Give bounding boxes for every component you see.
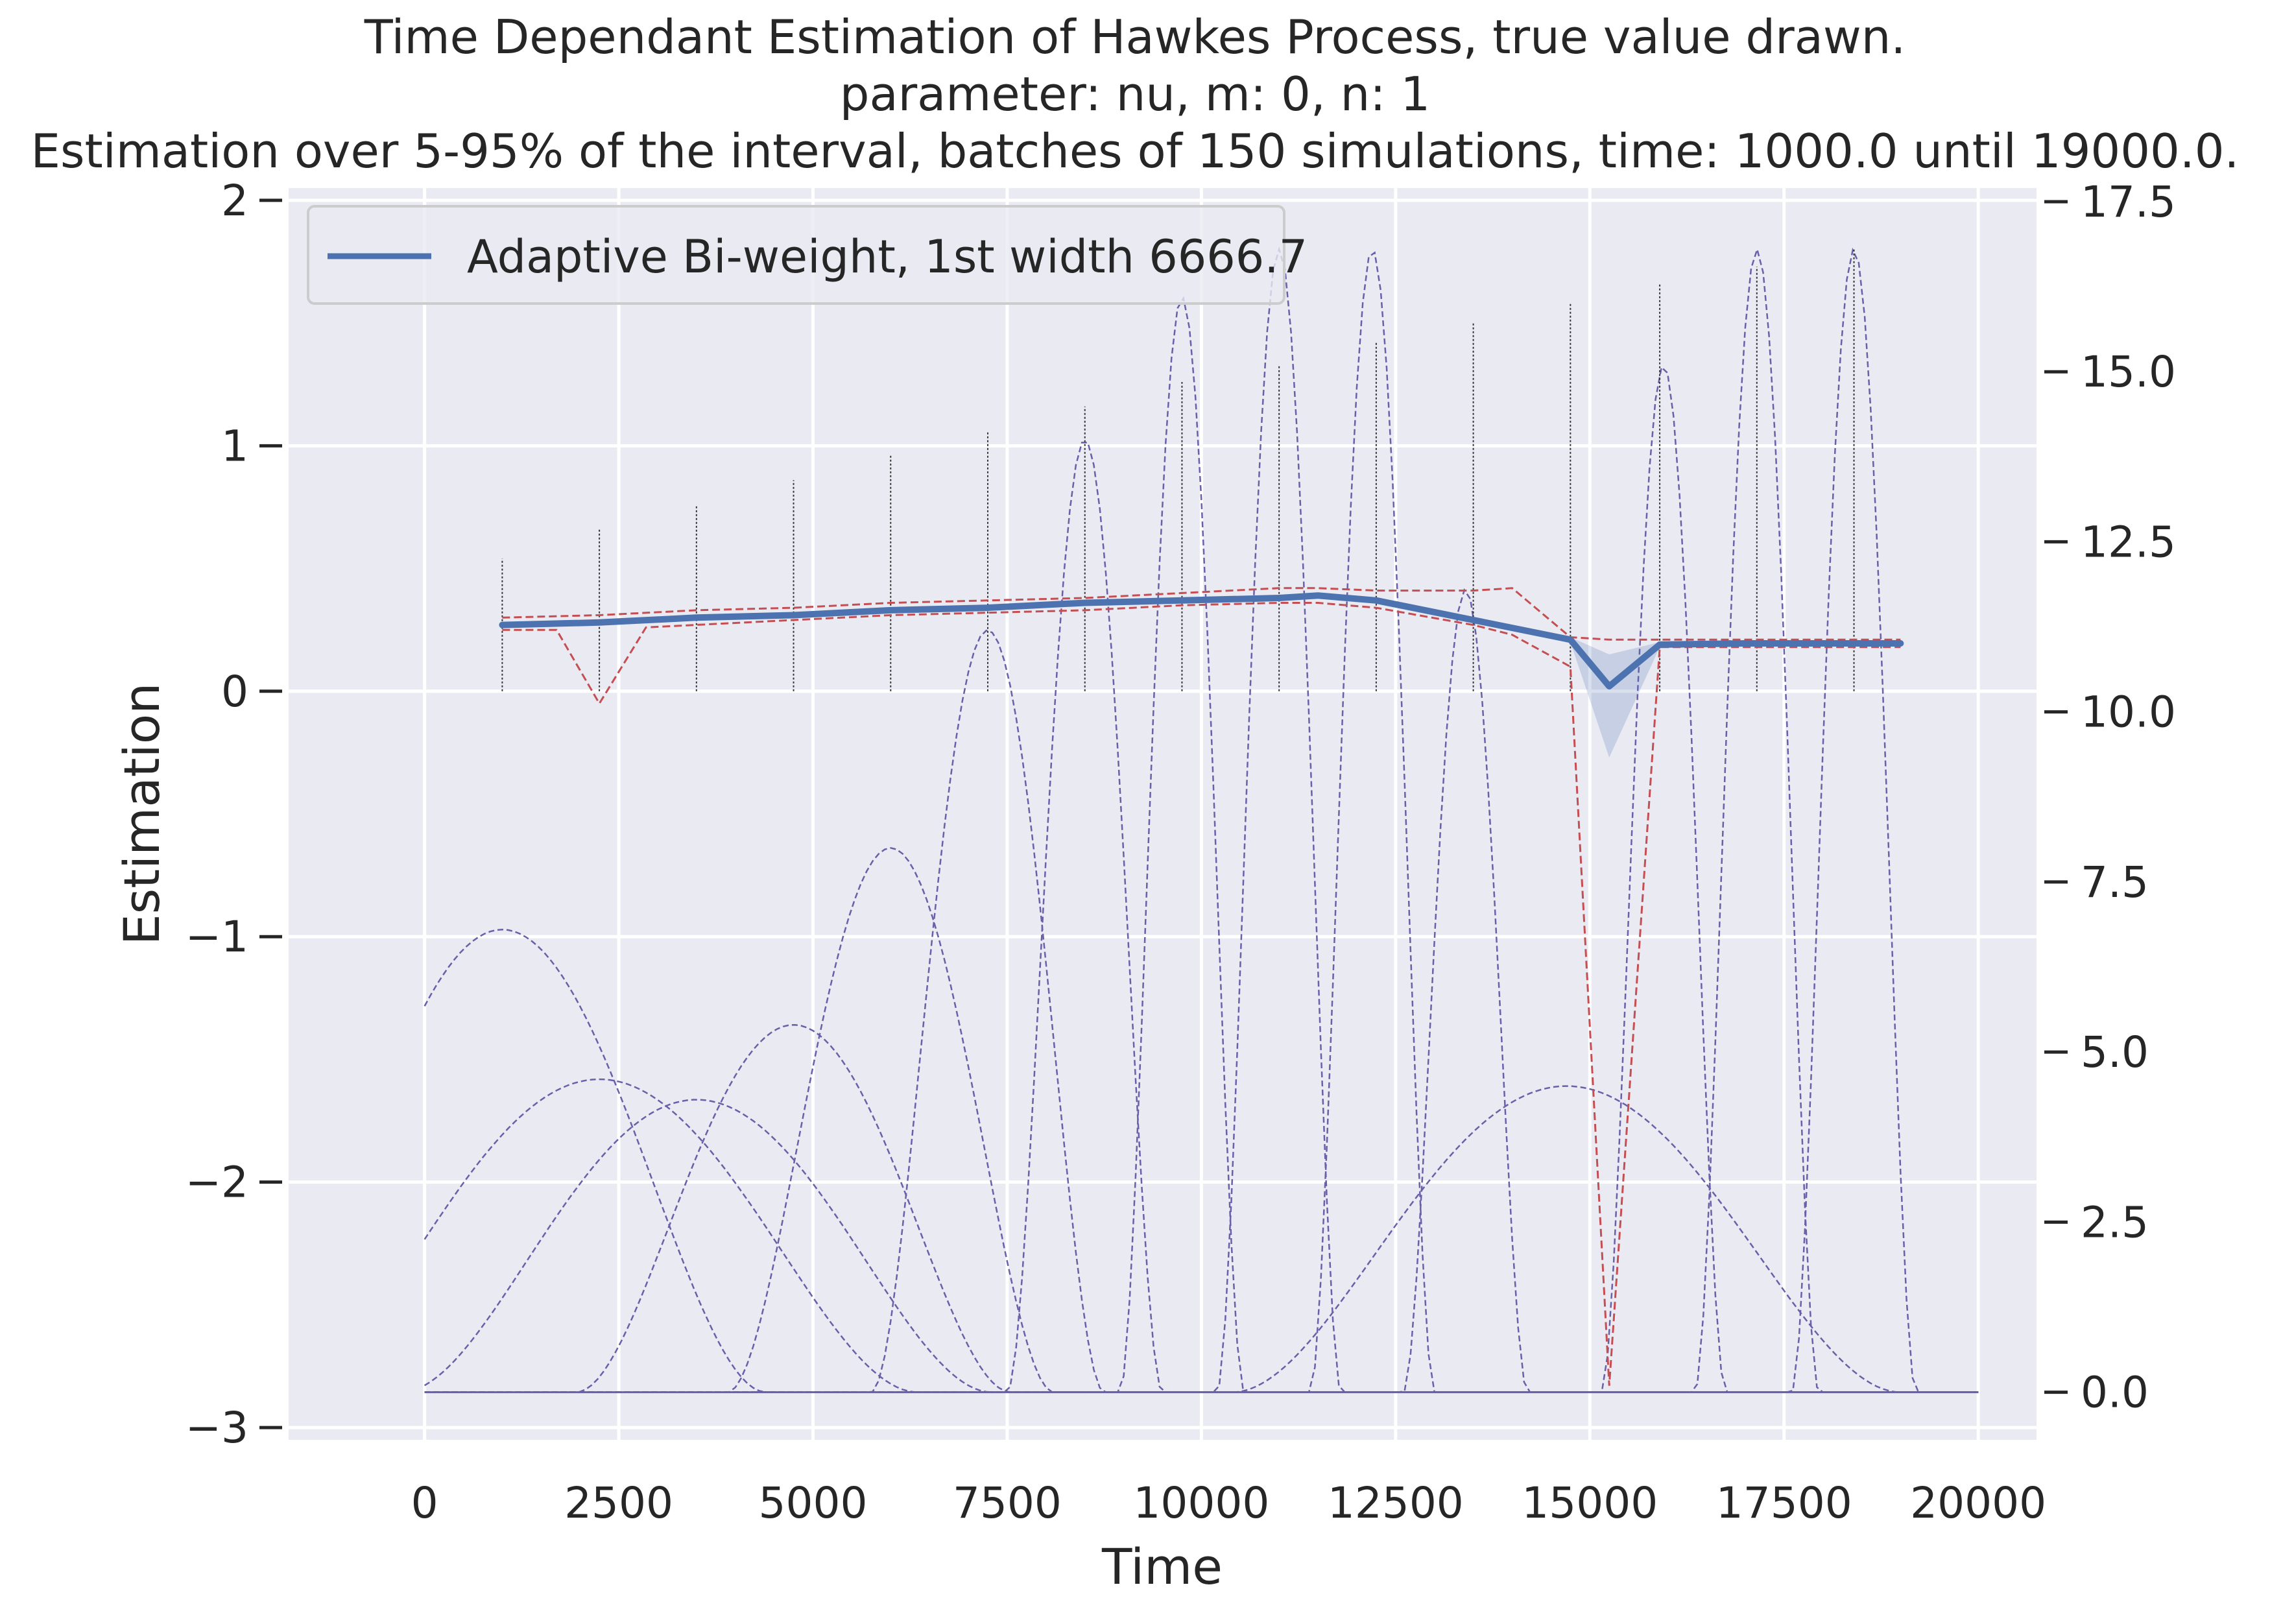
x-tick-label: 2500	[564, 1478, 673, 1528]
y-tick-label: −2	[185, 1158, 248, 1208]
y2-tick-label: 0.0	[2081, 1368, 2149, 1418]
estimation-point	[1841, 642, 1844, 645]
estimation-point	[695, 616, 698, 619]
estimation-point	[1658, 643, 1661, 646]
y2-tick-label: 15.0	[2081, 347, 2176, 397]
estimation-point	[501, 624, 503, 627]
y-axis-label: Estimation	[113, 683, 171, 946]
y2-tick-label: 7.5	[2081, 857, 2149, 907]
quantile-lines	[502, 587, 1901, 1386]
estimation-point	[1472, 619, 1475, 621]
estimation-point	[1180, 599, 1183, 602]
x-tick-label: 20000	[1910, 1478, 2046, 1528]
x-axis-label: Time	[1101, 1538, 1223, 1595]
y2-tick-label: 10.0	[2081, 687, 2176, 737]
estimation-line	[499, 592, 1904, 690]
estimation-point	[1899, 642, 1902, 645]
estimation-point	[1608, 685, 1610, 687]
estimation-point	[1084, 602, 1086, 604]
y-tick-label: −3	[185, 1403, 248, 1453]
true-value-lines	[501, 249, 1855, 691]
estimation-point	[986, 606, 989, 609]
kernel-curves	[424, 246, 1979, 1394]
y-tick-label: 0	[221, 667, 248, 717]
estimation-point	[1375, 599, 1378, 602]
lower-quantile-line	[502, 602, 1901, 1386]
x-tick-label: 7500	[953, 1478, 1062, 1528]
estimation-point	[1744, 642, 1747, 645]
estimation-point	[598, 621, 601, 624]
chart-subtitle-2: Estimation over 5-95% of the interval, b…	[31, 124, 2240, 178]
y-tick-label: −1	[185, 912, 248, 962]
x-tick-label: 5000	[759, 1478, 868, 1528]
kernel-curve	[424, 1023, 1979, 1393]
estimation-point	[1317, 594, 1319, 597]
upper-quantile-line	[502, 587, 1901, 641]
x-tick-label: 15000	[1522, 1478, 1658, 1528]
y2-tick-label: 12.5	[2081, 517, 2176, 567]
grid-lines	[289, 188, 2037, 1440]
estimation-point	[793, 614, 795, 616]
axes: 0 2500 5000 7500 10000 12500 15000 17500 20000 −3…	[185, 176, 2176, 1528]
x-tick-label: 0	[411, 1478, 438, 1528]
x-tick-label: 12500	[1328, 1478, 1464, 1528]
legend: Adaptive Bi-weight, 1st width 6666.7	[307, 205, 1308, 305]
legend-entry: Adaptive Bi-weight, 1st width 6666.7	[467, 230, 1308, 283]
kernel-curve	[424, 929, 1979, 1393]
estimation-point	[1278, 597, 1280, 599]
y2-tick-label: 2.5	[2081, 1197, 2149, 1247]
estimation-point	[889, 609, 892, 612]
y2-tick-label: 5.0	[2081, 1027, 2149, 1077]
x-tick-label: 17500	[1716, 1478, 1852, 1528]
chart-title: Time Dependant Estimation of Hawkes Proc…	[364, 10, 1906, 64]
y2-tick-label: 17.5	[2081, 177, 2176, 227]
plot-area	[289, 188, 2037, 1440]
kernel-curve	[424, 1099, 1979, 1393]
y-tick-label: 2	[221, 176, 248, 226]
x-tick-label: 10000	[1133, 1478, 1269, 1528]
y-tick-label: 1	[221, 421, 248, 471]
estimation-point	[1569, 638, 1571, 641]
estimation-series	[499, 592, 1904, 690]
legend-box	[307, 205, 1285, 305]
chart-subtitle: parameter: nu, m: 0, n: 1	[840, 67, 1430, 121]
